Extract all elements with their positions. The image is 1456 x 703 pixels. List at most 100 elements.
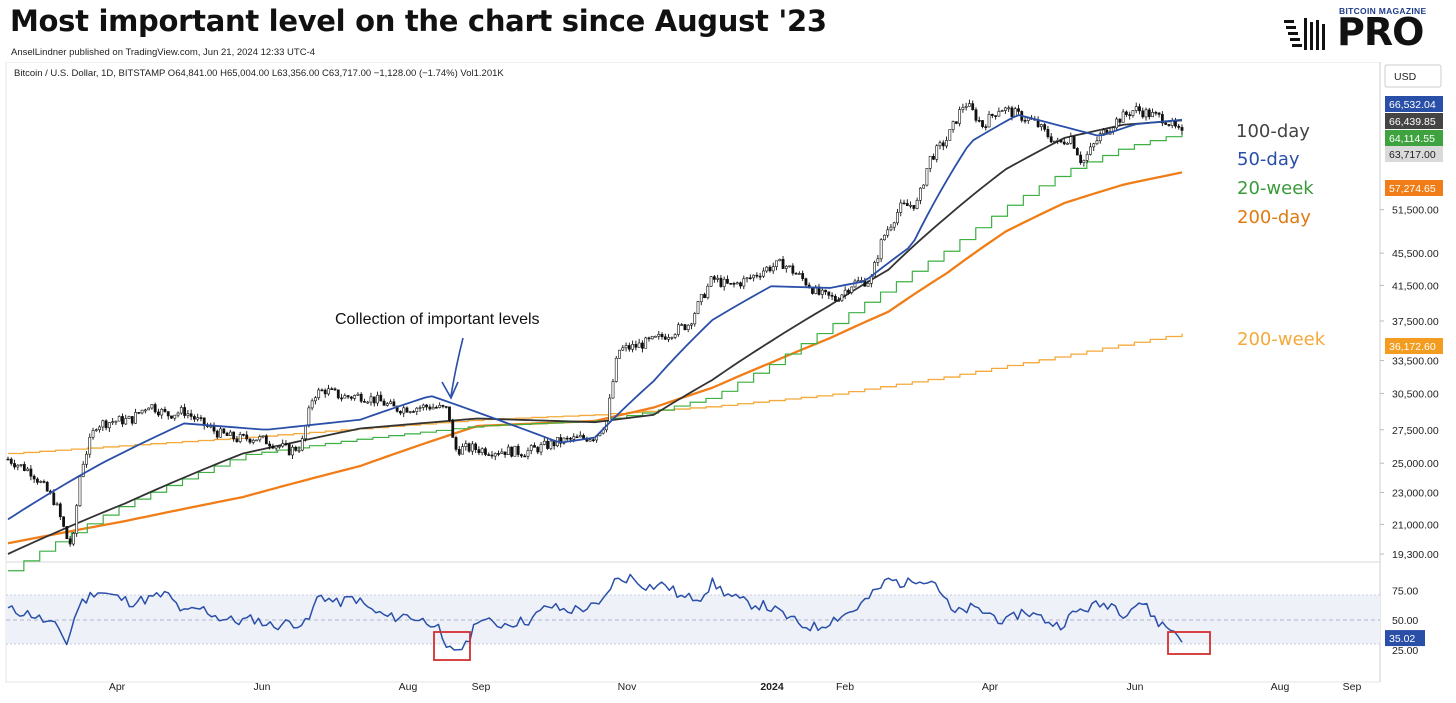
- candle-body: [287, 444, 291, 456]
- candle-body: [771, 266, 775, 272]
- x-tick-label: Aug: [1271, 681, 1290, 693]
- candle-body: [117, 416, 121, 422]
- legend-200-week: 200-week: [1237, 329, 1326, 350]
- candle-body: [1102, 129, 1105, 134]
- candle-body: [114, 420, 118, 423]
- candle-body: [1125, 111, 1128, 115]
- candle-body: [1092, 143, 1096, 148]
- candle-body: [699, 294, 703, 303]
- candle-body: [670, 337, 674, 339]
- price-chart[interactable]: Bitcoin / U.S. Dollar, 1D, BITSTAMP O64,…: [0, 61, 1456, 698]
- candle-body: [107, 422, 111, 429]
- candle-body: [1115, 118, 1118, 129]
- candle-body: [470, 443, 474, 452]
- candle-body: [529, 445, 533, 451]
- rsi-path: [7, 573, 1183, 651]
- candle-body: [480, 448, 484, 453]
- candle-body: [905, 203, 909, 206]
- currency-box[interactable]: [1384, 64, 1442, 88]
- ma-50-day-path: [7, 114, 1183, 521]
- y-tick-label: 51,500.00: [1392, 205, 1439, 217]
- candle-body: [539, 444, 543, 453]
- candle-body: [343, 395, 347, 399]
- candle-body: [307, 407, 311, 427]
- candle-body: [1039, 124, 1043, 128]
- candle-body: [791, 265, 795, 274]
- candle-body: [961, 107, 965, 110]
- candle-body: [428, 406, 432, 410]
- candle-body: [278, 445, 281, 448]
- candle-body: [444, 406, 448, 408]
- candle-body: [788, 265, 791, 268]
- candle-body: [72, 533, 75, 545]
- candle-body: [58, 503, 62, 518]
- candle-body: [215, 430, 219, 438]
- candle-body: [372, 396, 376, 404]
- y-axis: 51,500.00 45,500.00 41,500.00 37,500.00 33,5…: [1380, 205, 1439, 561]
- logo-small-text: BITCOIN MAGAZINE: [1339, 6, 1427, 16]
- candle-body: [264, 435, 268, 445]
- candle-body: [45, 482, 49, 492]
- price-tag-label: 64,114.55: [1389, 133, 1435, 145]
- candle-body: [193, 416, 196, 420]
- candle-body: [65, 526, 69, 540]
- candle-body: [935, 145, 939, 160]
- candle-body: [954, 121, 958, 124]
- candle-body: [1043, 124, 1047, 130]
- candle-body: [650, 336, 654, 340]
- candle-body: [896, 212, 899, 224]
- x-tick-label: Jun: [254, 681, 271, 693]
- candle-body: [680, 324, 684, 326]
- candle-body: [1056, 139, 1060, 142]
- candle-body: [13, 463, 16, 468]
- candle-body: [608, 397, 612, 422]
- candle-body: [801, 273, 805, 279]
- candle-body: [415, 407, 419, 412]
- candle-body: [228, 431, 232, 436]
- price-tag-box: [1385, 130, 1443, 146]
- candle-body: [232, 431, 236, 440]
- candle-body: [945, 140, 948, 147]
- candle-body: [274, 445, 278, 449]
- candle-body: [582, 435, 585, 439]
- candle-body: [621, 347, 625, 351]
- candle-body: [1144, 109, 1148, 118]
- candle-body: [130, 416, 134, 424]
- candle-body: [938, 142, 942, 147]
- candle-body: [454, 437, 458, 450]
- candle-body: [984, 126, 988, 128]
- candle-body: [379, 394, 383, 402]
- x-tick-label: Aug: [399, 681, 418, 693]
- candle-body: [523, 455, 527, 458]
- candle-body: [212, 425, 216, 432]
- page-title: Most important level on the chart since …: [10, 4, 827, 38]
- candle-body: [542, 440, 546, 445]
- published-note: AnselLindner published on TradingView.co…: [11, 47, 316, 58]
- candle-body: [493, 453, 497, 457]
- candle-body: [1000, 110, 1004, 112]
- candle-body: [765, 266, 769, 272]
- candle-body: [654, 335, 657, 338]
- candlestick-series: [6, 99, 1184, 547]
- candle-body: [199, 417, 203, 419]
- price-tag-label: 36,172.60: [1389, 341, 1436, 353]
- legend-200-day: 200-day: [1237, 207, 1311, 228]
- candle-body: [889, 226, 893, 231]
- candle-body: [722, 278, 726, 287]
- candle-body: [1082, 160, 1086, 164]
- candle-body: [614, 357, 618, 382]
- candle-body: [641, 342, 644, 349]
- candle-body: [1062, 141, 1066, 145]
- y-tick-label: 33,500.00: [1392, 356, 1439, 368]
- candle-body: [431, 406, 435, 410]
- x-tick-label: Sep: [1343, 681, 1362, 693]
- candle-body: [1174, 120, 1177, 127]
- candle-body: [1079, 154, 1083, 164]
- candle-body: [569, 437, 572, 440]
- candle-body: [866, 283, 870, 287]
- candle-body: [9, 458, 13, 464]
- candle-body: [1069, 136, 1073, 144]
- candle-body: [418, 407, 422, 409]
- candle-body: [166, 411, 170, 417]
- candle-body: [336, 389, 340, 399]
